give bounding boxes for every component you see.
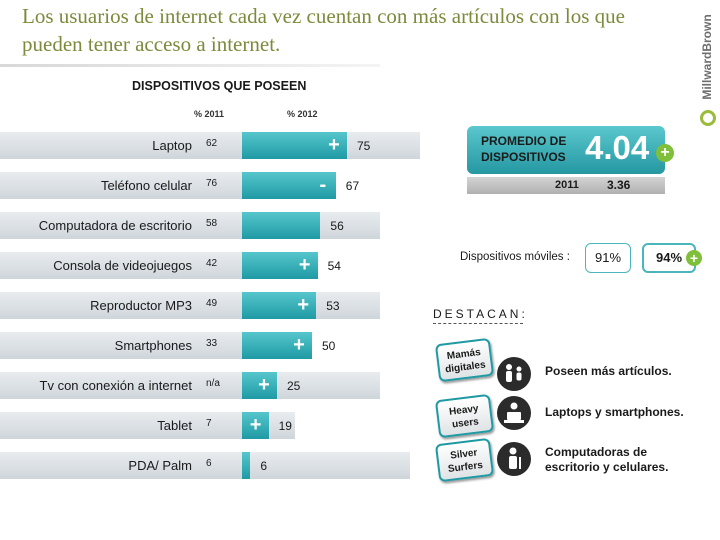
highlights-title: DESTACAN: xyxy=(433,307,528,321)
plus-icon: + xyxy=(249,414,262,436)
value-2011: 62 xyxy=(206,138,218,149)
value-2012: 56 xyxy=(330,219,344,233)
row-background xyxy=(0,372,380,399)
brand-logo: MillwardBrown xyxy=(694,2,720,130)
mobile-2011-value: 91% xyxy=(585,243,631,273)
column-header-2012: % 2012 xyxy=(287,109,318,119)
highlight-tag: Heavy users xyxy=(434,393,495,439)
value-2012: 53 xyxy=(326,299,340,313)
highlight-text: Poseen más artículos. xyxy=(545,364,672,378)
average-2011-bar: 2011 3.36 xyxy=(467,177,665,194)
chart-title: DISPOSITIVOS QUE POSEEN xyxy=(132,79,307,93)
elder-person-icon xyxy=(497,442,531,476)
average-label: PROMEDIO DE DISPOSITIVOS xyxy=(481,134,567,164)
value-2011: 42 xyxy=(206,258,218,269)
row-background xyxy=(0,452,410,479)
row-background xyxy=(0,132,420,159)
value-2012: 19 xyxy=(278,419,292,433)
bar xyxy=(242,132,347,159)
plus-icon: + xyxy=(328,134,340,156)
value-2012: 50 xyxy=(322,339,336,353)
highlights-divider xyxy=(433,323,523,324)
value-2011: 49 xyxy=(206,298,218,309)
title-divider xyxy=(0,64,380,67)
category-label: Tablet xyxy=(157,418,192,433)
category-label: Smartphones xyxy=(114,338,192,353)
value-2012: 25 xyxy=(287,379,301,393)
bar xyxy=(242,212,321,239)
category-label: Computadora de escritorio xyxy=(38,218,192,233)
plus-icon: + xyxy=(293,334,305,356)
plus-icon: + xyxy=(656,144,674,162)
plus-icon: + xyxy=(686,250,702,266)
category-label: Laptop xyxy=(152,138,192,153)
page-title: Los usuarios de internet cada vez cuenta… xyxy=(22,4,625,56)
value-2011: 7 xyxy=(206,418,212,429)
highlight-tag: Silver Surfers xyxy=(434,437,495,483)
average-2011-label: 2011 xyxy=(555,179,579,191)
category-label: Consola de videojuegos xyxy=(53,258,192,273)
category-label: Reproductor MP3 xyxy=(90,298,192,313)
row-background xyxy=(0,292,380,319)
value-2011: n/a xyxy=(206,378,220,389)
bar xyxy=(242,292,317,319)
highlight-text: Computadoras de escritorio y celulares. xyxy=(545,445,669,474)
brand-mark-icon xyxy=(700,110,716,126)
average-value: 4.04 xyxy=(585,129,650,166)
average-devices-card: PROMEDIO DE DISPOSITIVOS 4.04 xyxy=(467,126,665,174)
value-2012: 75 xyxy=(357,139,371,153)
column-header-2011: % 2011 xyxy=(194,109,225,119)
bar xyxy=(242,452,251,479)
bar xyxy=(242,332,312,359)
bar xyxy=(242,172,336,199)
bar xyxy=(242,372,277,399)
plus-icon: + xyxy=(298,254,311,276)
category-label: PDA/ Palm xyxy=(128,458,192,473)
device-bar-chart: Laptop 62 +75 Teléfono celular 76-67 Computad… xyxy=(0,132,420,479)
value-2012: 6 xyxy=(260,459,268,473)
minus-icon: - xyxy=(319,174,327,196)
laptop-user-icon xyxy=(497,396,531,430)
category-label: Tv con conexión a internet xyxy=(39,378,192,393)
average-2011-value: 3.36 xyxy=(607,178,631,192)
highlight-text: Laptops y smartphones. xyxy=(545,405,684,419)
plus-icon: + xyxy=(258,374,270,396)
plus-icon: + xyxy=(297,294,310,316)
highlight-tag: Mamás digitales xyxy=(434,337,495,383)
value-2011: 6 xyxy=(206,458,212,469)
family-icon xyxy=(497,357,531,391)
value-2012: 54 xyxy=(327,259,341,273)
bar xyxy=(242,252,318,279)
value-2011: 33 xyxy=(206,338,218,349)
value-2012: 67 xyxy=(345,179,360,193)
brand-name: MillwardBrown xyxy=(700,14,714,100)
value-2011: 76 xyxy=(206,178,218,189)
category-label: Teléfono celular xyxy=(100,178,192,193)
value-2011: 58 xyxy=(206,218,218,229)
mobile-devices-label: Dispositivos móviles : xyxy=(460,251,570,263)
bar xyxy=(242,412,269,439)
